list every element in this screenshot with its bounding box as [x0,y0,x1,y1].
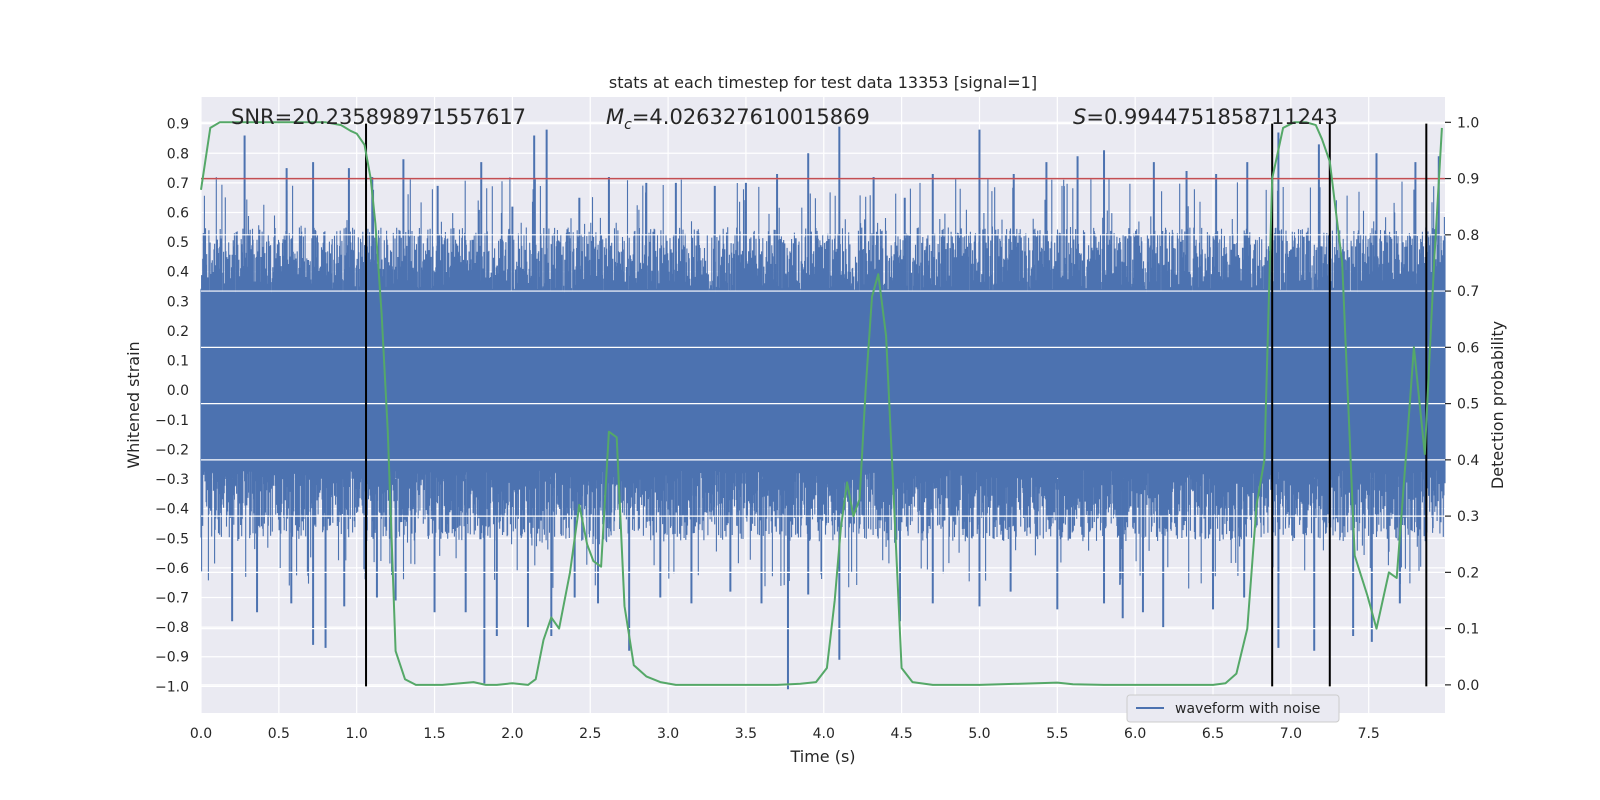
y-right-tick-label: 0.6 [1457,340,1479,356]
y-right-tick-label: 0.2 [1457,565,1479,581]
y-right-tick-label: 0.7 [1457,284,1479,300]
y-left-tick-label: 0.6 [167,206,189,222]
x-tick-label: 3.5 [735,726,757,742]
y-left-tick-label: 0.3 [167,294,189,310]
y-left-tick-label: 0.8 [167,146,189,162]
legend-box [1126,694,1340,723]
y-left-tick-label: −0.4 [155,502,189,518]
x-tick-label: 2.0 [501,726,523,742]
y-left-axis-title: Whitened strain [124,341,143,468]
x-tick-label: 3.0 [657,726,679,742]
s-symbol: S [1073,105,1086,129]
snr-annotation: SNR=20.235898971557617 [231,105,526,129]
y-left-tick-label: 0.4 [167,265,189,281]
y-left-tick-label: 0.7 [167,176,189,192]
y-left-tick-label: −1.0 [155,679,189,695]
y-right-tick-labels: 1.0 0.9 0.8 0.7 0.6 0.5 0.4 0.3 0.2 0.1 0.0 [1445,115,1479,694]
x-tick-label: 7.0 [1280,726,1302,742]
x-tick-label: 5.5 [1046,726,1068,742]
x-tick-label: 5.0 [968,726,990,742]
waveform-core [201,292,1445,471]
x-tick-label: 7.5 [1358,726,1380,742]
x-tick-label: 0.0 [190,726,212,742]
y-left-tick-label: 0.0 [167,383,189,399]
y-left-tick-label: 0.2 [167,324,189,340]
y-left-tick-label: −0.1 [155,413,189,429]
mc-subscript: c [624,117,632,133]
y-left-tick-label: −0.8 [155,620,189,636]
y-right-tick-label: 0.4 [1457,453,1479,469]
mc-symbol: M [606,105,624,129]
x-tick-label: 1.0 [346,726,368,742]
y-right-tick-label: 0.9 [1457,172,1479,188]
probability-line [200,121,1443,686]
s-annotation: S=0.9944751858711243 [1073,105,1338,129]
x-axis-title: Time (s) [789,747,855,766]
x-tick-labels: 0.0 0.5 1.0 1.5 2.0 2.5 3.0 3.5 4.0 4.5 5.0 5.5 6.0 6… [190,726,1380,742]
x-tick-label: 1.5 [423,726,445,742]
legend-label: waveform with noise [1175,701,1320,717]
y-left-tick-label: −0.9 [155,650,189,666]
y-right-tick-label: 0.8 [1457,228,1479,244]
y-right-tick-label: 0.0 [1457,678,1479,694]
x-tick-label: 6.0 [1124,726,1146,742]
mc-annotation: Mc=4.026327610015869 [606,105,870,133]
y-left-tick-label: −0.7 [155,591,189,607]
y-right-tick-label: 0.1 [1457,622,1479,638]
mc-value: =4.026327610015869 [632,105,870,129]
s-value: =0.9944751858711243 [1086,105,1337,129]
y-right-tick-label: 0.3 [1457,509,1479,525]
y-left-tick-label: 0.5 [167,235,189,251]
y-left-tick-label: 0.9 [167,117,189,133]
x-tick-label: 6.5 [1202,726,1224,742]
y-right-tick-label: 0.5 [1457,397,1479,413]
y-left-tick-label: −0.2 [155,442,189,458]
chart-title: stats at each timestep for test data 133… [609,73,1037,92]
y-right-tick-label: 1.0 [1457,115,1479,131]
x-tick-label: 4.0 [813,726,835,742]
y-left-tick-label: −0.3 [155,472,189,488]
y-left-tick-label: 0.1 [167,354,189,370]
probability-series [200,121,1443,686]
x-tick-label: 0.5 [268,726,290,742]
x-tick-label: 2.5 [579,726,601,742]
x-tick-label: 4.5 [890,726,912,742]
y-right-axis-title: Detection probability [1488,321,1507,489]
y-left-tick-label: −0.6 [155,561,189,577]
legend: waveform with noise [1126,694,1340,723]
y-left-tick-label: −0.5 [155,531,189,547]
y-left-tick-labels: 0.9 0.8 0.7 0.6 0.5 0.4 0.3 0.2 0.1 0.0 −0.1 −0.2 −0… [155,117,189,696]
